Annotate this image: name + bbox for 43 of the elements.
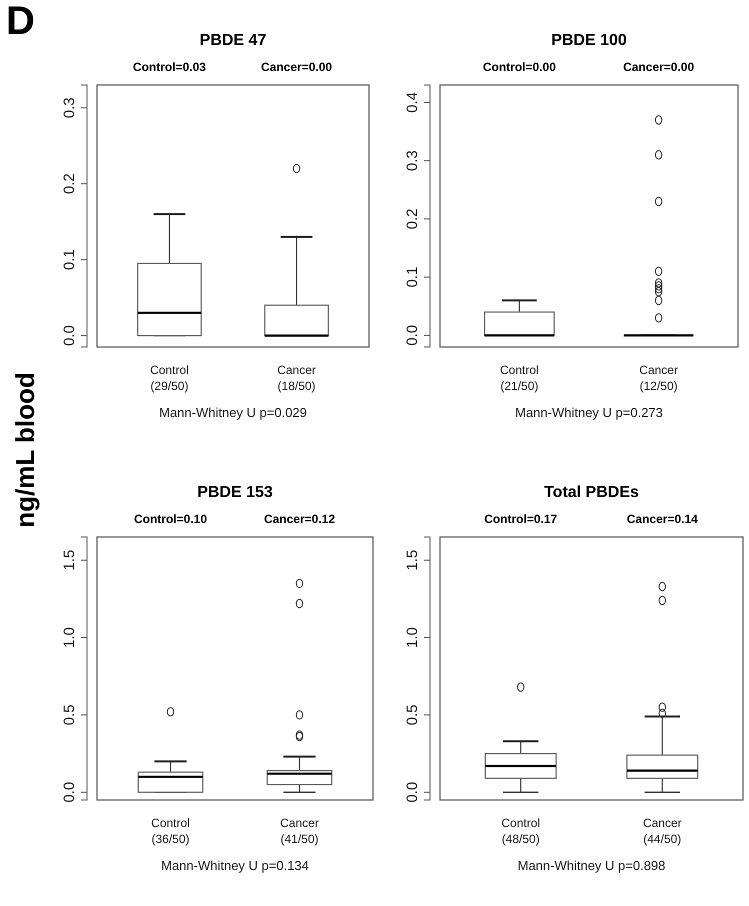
chart-title: PBDE 47 xyxy=(200,32,266,49)
text: Mann-Whitney U p=0.134 xyxy=(161,858,309,873)
x-tick-label: Control (29/50) xyxy=(150,363,189,393)
text: Cancer=0.00 xyxy=(623,60,694,74)
text: Cancer=0.00 xyxy=(261,60,332,74)
text: Control=0.00 xyxy=(482,60,556,74)
y-tick-label: 0.2 xyxy=(61,173,78,194)
y-tick-label: 0.0 xyxy=(404,324,421,346)
text: Control=0.10 xyxy=(134,512,208,526)
chart-title: PBDE 100 xyxy=(551,32,627,49)
text: Cancer=0.12 xyxy=(264,512,336,526)
text: Mann-Whitney U p=0.898 xyxy=(518,858,666,873)
text: Mann-Whitney U p=0.273 xyxy=(515,405,663,420)
x-tick-label: Control (48/50) xyxy=(501,816,540,846)
y-tick-label: 1.0 xyxy=(404,627,421,648)
y-tick-label: 0.5 xyxy=(61,704,78,726)
y-tick-label: 0.0 xyxy=(61,325,78,346)
y-tick-label: 0.2 xyxy=(404,208,421,230)
x-tick-label: Cancer (12/50) xyxy=(639,363,678,393)
y-tick-label: 0.5 xyxy=(404,704,421,726)
y-tick-label: 1.5 xyxy=(404,550,421,571)
text: Mann-Whitney U p=0.029 xyxy=(159,405,307,420)
y-tick-label: 0.4 xyxy=(404,92,421,113)
x-tick-label: Control (36/50) xyxy=(151,816,190,846)
text: Control=0.03 xyxy=(132,60,206,74)
y-axis-title: ng/mL blood xyxy=(10,372,40,528)
x-tick-label: Cancer (41/50) xyxy=(280,816,319,846)
y-tick-label: 0.0 xyxy=(61,782,78,803)
x-tick-label: Cancer (44/50) xyxy=(642,816,682,846)
chart-title: Total PBDEs xyxy=(544,484,640,501)
text: Cancer=0.14 xyxy=(626,512,698,526)
chart-title: PBDE 153 xyxy=(197,484,273,501)
x-tick-label: Cancer (18/50) xyxy=(277,363,316,393)
text: Control=0.17 xyxy=(484,512,558,526)
y-tick-label: 0.1 xyxy=(61,249,78,270)
y-tick-label: 1.5 xyxy=(61,550,78,571)
y-tick-label: 1.0 xyxy=(61,627,78,648)
y-tick-label: 0.3 xyxy=(404,150,421,172)
y-tick-label: 0.3 xyxy=(61,97,78,118)
x-tick-label: Control (21/50) xyxy=(500,363,539,393)
y-tick-label: 0.1 xyxy=(404,266,421,288)
y-tick-label: 0.0 xyxy=(404,782,421,803)
text: D xyxy=(6,0,35,43)
